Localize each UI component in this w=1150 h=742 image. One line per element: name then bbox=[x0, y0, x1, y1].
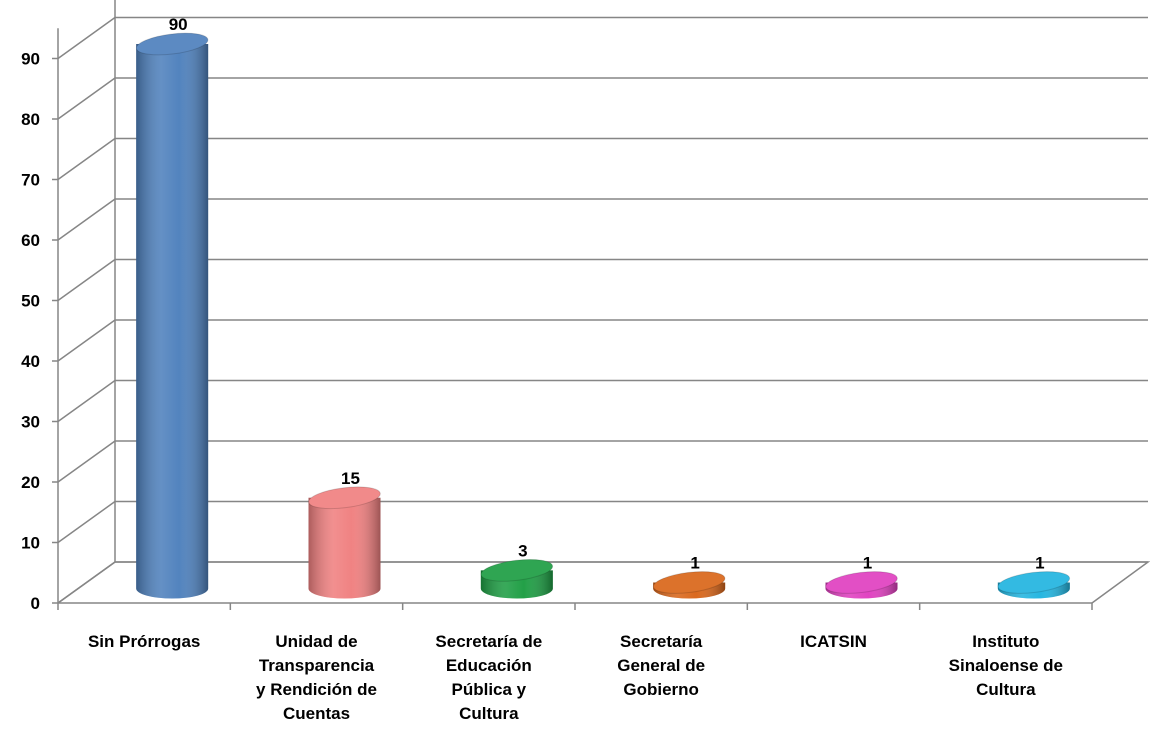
data-label: 1 bbox=[1035, 553, 1044, 572]
gridline-side bbox=[57, 198, 116, 241]
y-tick-label: 60 bbox=[21, 231, 40, 250]
x-tick-label: ICATSIN bbox=[800, 632, 867, 651]
x-tick-label: Unidad de Transparencia y Rendición de C… bbox=[256, 632, 377, 723]
gridline-side bbox=[57, 77, 116, 120]
bar-top bbox=[998, 571, 1070, 594]
bar-shading bbox=[308, 497, 381, 599]
x-tick-label: Sin Prórrogas bbox=[87, 632, 201, 651]
bars bbox=[135, 32, 1071, 599]
gridline-side bbox=[57, 319, 116, 362]
x-tick-label: Secretaría de Educación Pública y Cultur… bbox=[435, 632, 543, 723]
bar-top bbox=[136, 33, 208, 55]
y-tick-label: 70 bbox=[21, 171, 40, 190]
x-tick-label: Secretaría General de Gobierno bbox=[617, 632, 706, 699]
bar-top bbox=[308, 486, 381, 509]
gridline-side bbox=[57, 500, 116, 544]
bar bbox=[480, 558, 554, 599]
data-label: 15 bbox=[341, 469, 360, 488]
gridline-side bbox=[57, 258, 116, 302]
data-labels: 90 15 3 1 1 1 bbox=[169, 15, 1045, 572]
bar-shading bbox=[136, 44, 209, 599]
bar-top-rim bbox=[308, 486, 381, 510]
bar bbox=[308, 486, 381, 599]
data-label: 1 bbox=[690, 553, 699, 572]
gridline-side bbox=[57, 440, 116, 483]
gridline-side bbox=[57, 137, 116, 181]
y-tick-label: 90 bbox=[21, 50, 40, 69]
floor bbox=[57, 561, 1150, 604]
gridlines bbox=[57, 0, 1148, 604]
data-label: 3 bbox=[518, 541, 527, 560]
y-tick-label: 20 bbox=[21, 473, 40, 492]
y-tick-label: 80 bbox=[21, 110, 40, 129]
gridline-side bbox=[57, 379, 116, 423]
bar-top-rim bbox=[652, 571, 726, 594]
bar bbox=[652, 571, 726, 599]
data-label: 1 bbox=[863, 553, 872, 572]
axes: 0 10 20 30 40 50 60 70 80 90 bbox=[21, 28, 1150, 613]
gridline-side bbox=[57, 16, 116, 60]
y-tick-label: 30 bbox=[21, 413, 40, 432]
data-label: 90 bbox=[169, 15, 188, 34]
bar-top-rim bbox=[825, 571, 898, 594]
bar-top-rim bbox=[997, 571, 1071, 594]
y-tick-label: 40 bbox=[21, 352, 40, 371]
bar bbox=[135, 32, 209, 599]
y-tick-label: 0 bbox=[31, 594, 40, 613]
x-tick-label: Instituto Sinaloense de Cultura bbox=[948, 632, 1063, 699]
y-tick-label: 50 bbox=[21, 292, 40, 311]
bar-top-rim bbox=[135, 32, 209, 56]
bar-top bbox=[653, 571, 725, 594]
bar bbox=[825, 571, 898, 599]
bar-top bbox=[481, 559, 553, 582]
y-tick-label: 10 bbox=[21, 534, 40, 553]
bar-top-rim bbox=[480, 558, 554, 582]
bar-top bbox=[825, 571, 898, 594]
bar bbox=[997, 571, 1071, 599]
